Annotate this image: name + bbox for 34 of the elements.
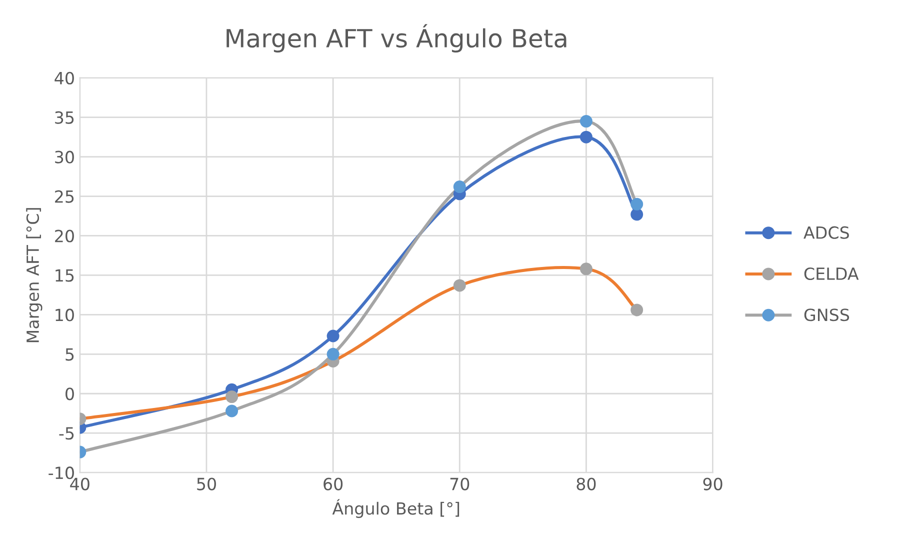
y-tick-label: 30 — [55, 150, 74, 164]
point — [453, 279, 466, 292]
point — [630, 198, 644, 210]
x-tick-label: 50 — [197, 478, 216, 490]
legend-label: CELDA — [804, 267, 859, 280]
point — [326, 330, 340, 342]
y-tick-label: 35 — [55, 111, 74, 124]
legend-label: GNSS — [804, 308, 850, 322]
y-tick-label: -5 — [59, 427, 74, 440]
point — [226, 404, 238, 418]
point — [580, 130, 592, 144]
y-tick-label: -10 — [48, 466, 74, 480]
y-tick-label: 25 — [55, 190, 74, 203]
point — [580, 262, 592, 276]
point — [580, 115, 592, 128]
x-axis-title: Ángulo Beta [°] — [332, 499, 460, 518]
point — [630, 208, 644, 221]
y-tick-label: 20 — [55, 230, 74, 242]
chart-title: Margen AFT vs Ángulo Beta — [226, 24, 566, 53]
y-tick-label: 5 — [66, 348, 74, 361]
y-axis-title: Margen AFT [°C] — [26, 208, 42, 342]
y-tick-label: 15 — [56, 269, 74, 282]
x-tick-label: 70 — [450, 478, 470, 490]
point — [630, 304, 644, 316]
y-tick-label: 40 — [54, 72, 74, 84]
point — [453, 180, 466, 194]
x-tick-label: 60 — [324, 478, 343, 490]
x-tick-label: 80 — [576, 478, 596, 490]
legend-label: ADCS — [804, 226, 849, 239]
point — [226, 390, 238, 404]
x-tick-label: 90 — [703, 478, 722, 490]
y-tick-label: 10 — [56, 308, 74, 322]
y-tick-label: 0 — [66, 388, 74, 400]
point — [326, 348, 340, 360]
